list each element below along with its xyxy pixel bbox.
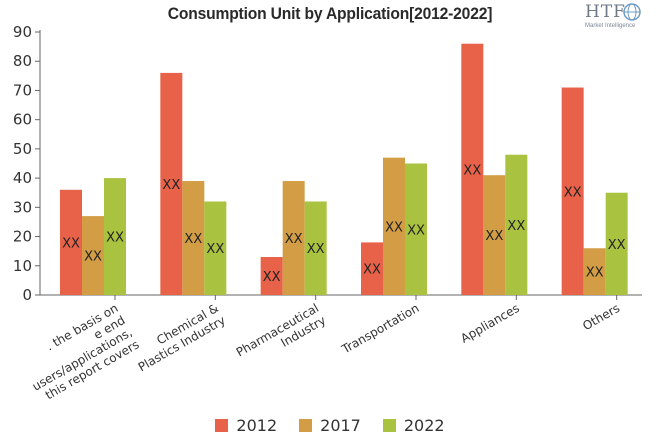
bar-2017: [82, 216, 104, 295]
y-tick-label: 30: [13, 198, 32, 216]
bar-2012: [461, 43, 484, 295]
data-label: XX: [62, 236, 80, 251]
legend-swatch: [215, 419, 229, 432]
y-tick-label: 20: [13, 228, 32, 246]
data-label: XX: [263, 270, 281, 285]
x-tick-label: Appliances: [458, 301, 522, 346]
y-tick-label: 60: [13, 111, 32, 129]
data-label: XX: [206, 242, 224, 257]
legend-swatch: [299, 419, 313, 432]
legend-swatch: [382, 419, 396, 432]
x-tick-label-text: Chemical &Plastics Industry: [129, 301, 228, 374]
data-label: XX: [285, 232, 303, 247]
chart-title: Consumption Unit by Application[2012-202…: [167, 4, 493, 23]
legend-item-2012: 2012: [215, 416, 277, 435]
x-tick-label: . the basis one endusers/applications,th…: [16, 301, 142, 406]
x-tick-label-line: Transportation: [339, 301, 422, 357]
data-label: XX: [485, 229, 503, 244]
x-tick-label: Others: [580, 301, 622, 333]
bar-2017: [182, 181, 205, 295]
bar-2012: [260, 257, 283, 295]
x-tick-label-text: Appliances: [458, 301, 522, 346]
data-label: XX: [564, 185, 582, 200]
bar-2012: [561, 87, 584, 296]
bar-2022: [104, 178, 126, 295]
bar-2022: [405, 163, 427, 295]
x-tick-label-text: . the basis one endusers/applications,th…: [16, 301, 142, 406]
data-label: XX: [307, 242, 325, 257]
data-label: XX: [407, 223, 425, 238]
y-tick-label: 70: [13, 81, 32, 99]
x-tick-label-line: Others: [580, 301, 622, 333]
bar-2022: [304, 201, 327, 295]
legend-label: 2017: [320, 416, 361, 435]
y-tick-label: 0: [22, 286, 32, 304]
bar-2022: [204, 201, 227, 295]
data-label: XX: [106, 231, 124, 246]
bar-2022: [605, 192, 628, 295]
x-tick-label: Transportation: [339, 301, 422, 357]
x-tick-label-text: Transportation: [339, 301, 422, 357]
globe-icon: [623, 3, 641, 21]
data-label: XX: [507, 219, 525, 234]
data-label: XX: [84, 250, 102, 265]
legend-label: 2022: [403, 416, 445, 435]
htf-logo: HTF Market Intelligence: [585, 2, 645, 36]
bar-2012: [60, 189, 82, 295]
logo-text: HTF: [585, 2, 626, 22]
data-label: XX: [184, 232, 202, 247]
y-tick-label: 40: [13, 169, 32, 187]
data-label: XX: [162, 178, 180, 193]
legend-item-2017: 2017: [299, 416, 361, 435]
data-label: XX: [363, 263, 381, 278]
y-tick-label: 80: [13, 52, 32, 70]
x-tick-label-text: Others: [580, 301, 622, 333]
bar-2017: [383, 157, 405, 295]
x-tick-label: PharmaceuticalIndustry: [234, 301, 328, 372]
bar-chart: 0 10 20 30 40 50 60 70 80 90 XX XX XX XX XX XX XX XX XX XX X…: [13, 23, 642, 406]
legend-item-2022: 2022: [382, 416, 445, 435]
y-tick-label: 90: [13, 23, 32, 41]
y-tick-label: 50: [13, 140, 32, 158]
data-label: XX: [463, 163, 481, 178]
bar-2017: [583, 248, 606, 295]
data-label: XX: [586, 266, 604, 281]
bar-2012: [361, 242, 383, 295]
x-tick-label-line: Appliances: [458, 301, 522, 346]
bar-2022: [505, 154, 528, 295]
data-label: XX: [385, 220, 403, 235]
bar-2017: [483, 175, 506, 295]
bar-2012: [160, 72, 183, 296]
bar-2017: [282, 181, 305, 295]
legend-label: 2012: [236, 416, 278, 435]
x-tick-label-text: PharmaceuticalIndustry: [234, 301, 328, 372]
y-tick-label: 10: [13, 257, 32, 275]
chart-legend: 2012 2017 2022: [0, 416, 660, 435]
logo-subtext: Market Intelligence: [585, 23, 636, 29]
data-label: XX: [608, 238, 626, 253]
x-tick-label: Chemical &Plastics Industry: [129, 301, 228, 374]
